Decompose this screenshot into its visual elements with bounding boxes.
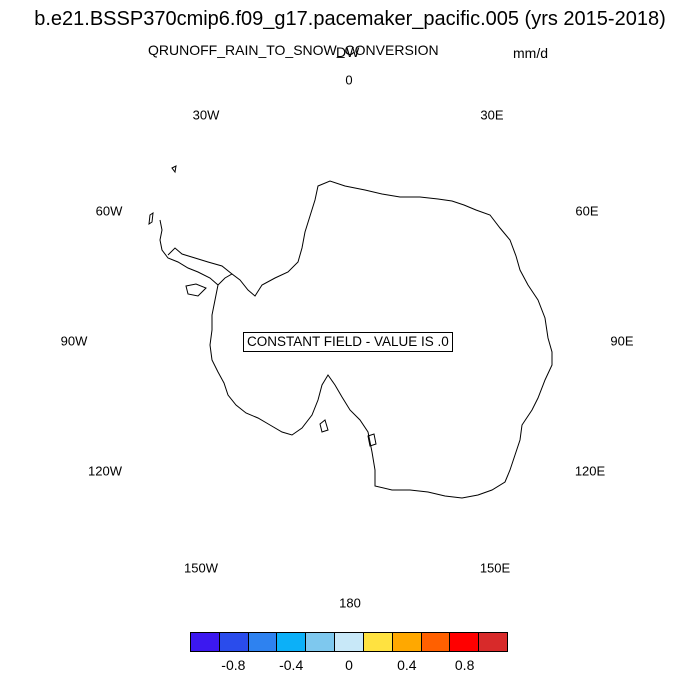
lon-label-150w: 150W (184, 560, 218, 576)
colorbar-swatch (277, 633, 307, 651)
lon-label-90e: 90E (610, 333, 634, 349)
colorbar-swatch (219, 633, 249, 651)
colorbar-swatch (248, 633, 278, 651)
lon-label-90w: 90W (60, 333, 88, 349)
variable-name: QRUNOFF_RAIN_TO_SNOW_CONVERSION (148, 42, 439, 58)
antarctica-coastline (209, 180, 553, 499)
colorbar-tick-label: -0.4 (279, 657, 304, 673)
island (319, 419, 329, 433)
colorbar (190, 632, 508, 652)
colorbar-swatch (335, 633, 364, 651)
colorbar-tick-label: 0 (345, 657, 353, 673)
colorbar-tick-label: 0.4 (397, 657, 417, 673)
lon-label-150e: 150E (479, 560, 511, 576)
island (148, 211, 154, 226)
colorbar-tick-label: 0.8 (454, 657, 475, 673)
colorbar-swatch (191, 633, 220, 651)
coastline (148, 165, 553, 499)
peninsula-coastline (159, 219, 233, 286)
colorbar-swatch (479, 633, 507, 651)
island (185, 283, 207, 297)
lon-label-30w: 30W (192, 107, 220, 123)
colorbar-swatch (392, 633, 422, 651)
lon-label-60w: 60W (95, 203, 123, 219)
colorbar-swatch (306, 633, 336, 651)
island (171, 165, 177, 174)
lon-label-60e: 60E (575, 203, 599, 219)
lon-label-30e: 30E (480, 107, 504, 123)
plot-title: b.e21.BSSP370cmip6.f09_g17.pacemaker_pac… (34, 8, 666, 30)
colorbar-swatch (421, 633, 451, 651)
lon-label-120e: 120E (574, 463, 606, 479)
lon-label-120w: 120W (88, 463, 122, 479)
colorbar-tick-label: -0.8 (221, 657, 246, 673)
constant-field-message: CONSTANT FIELD - VALUE IS .0 (243, 332, 453, 352)
colorbar-swatch (450, 633, 480, 651)
variable-units: mm/d (513, 45, 548, 61)
island (367, 433, 377, 447)
overlap-label: DW (336, 44, 360, 60)
colorbar-swatch (363, 633, 393, 651)
lon-label-180: 180 (339, 595, 361, 611)
lon-label-0: 0 (345, 72, 353, 88)
